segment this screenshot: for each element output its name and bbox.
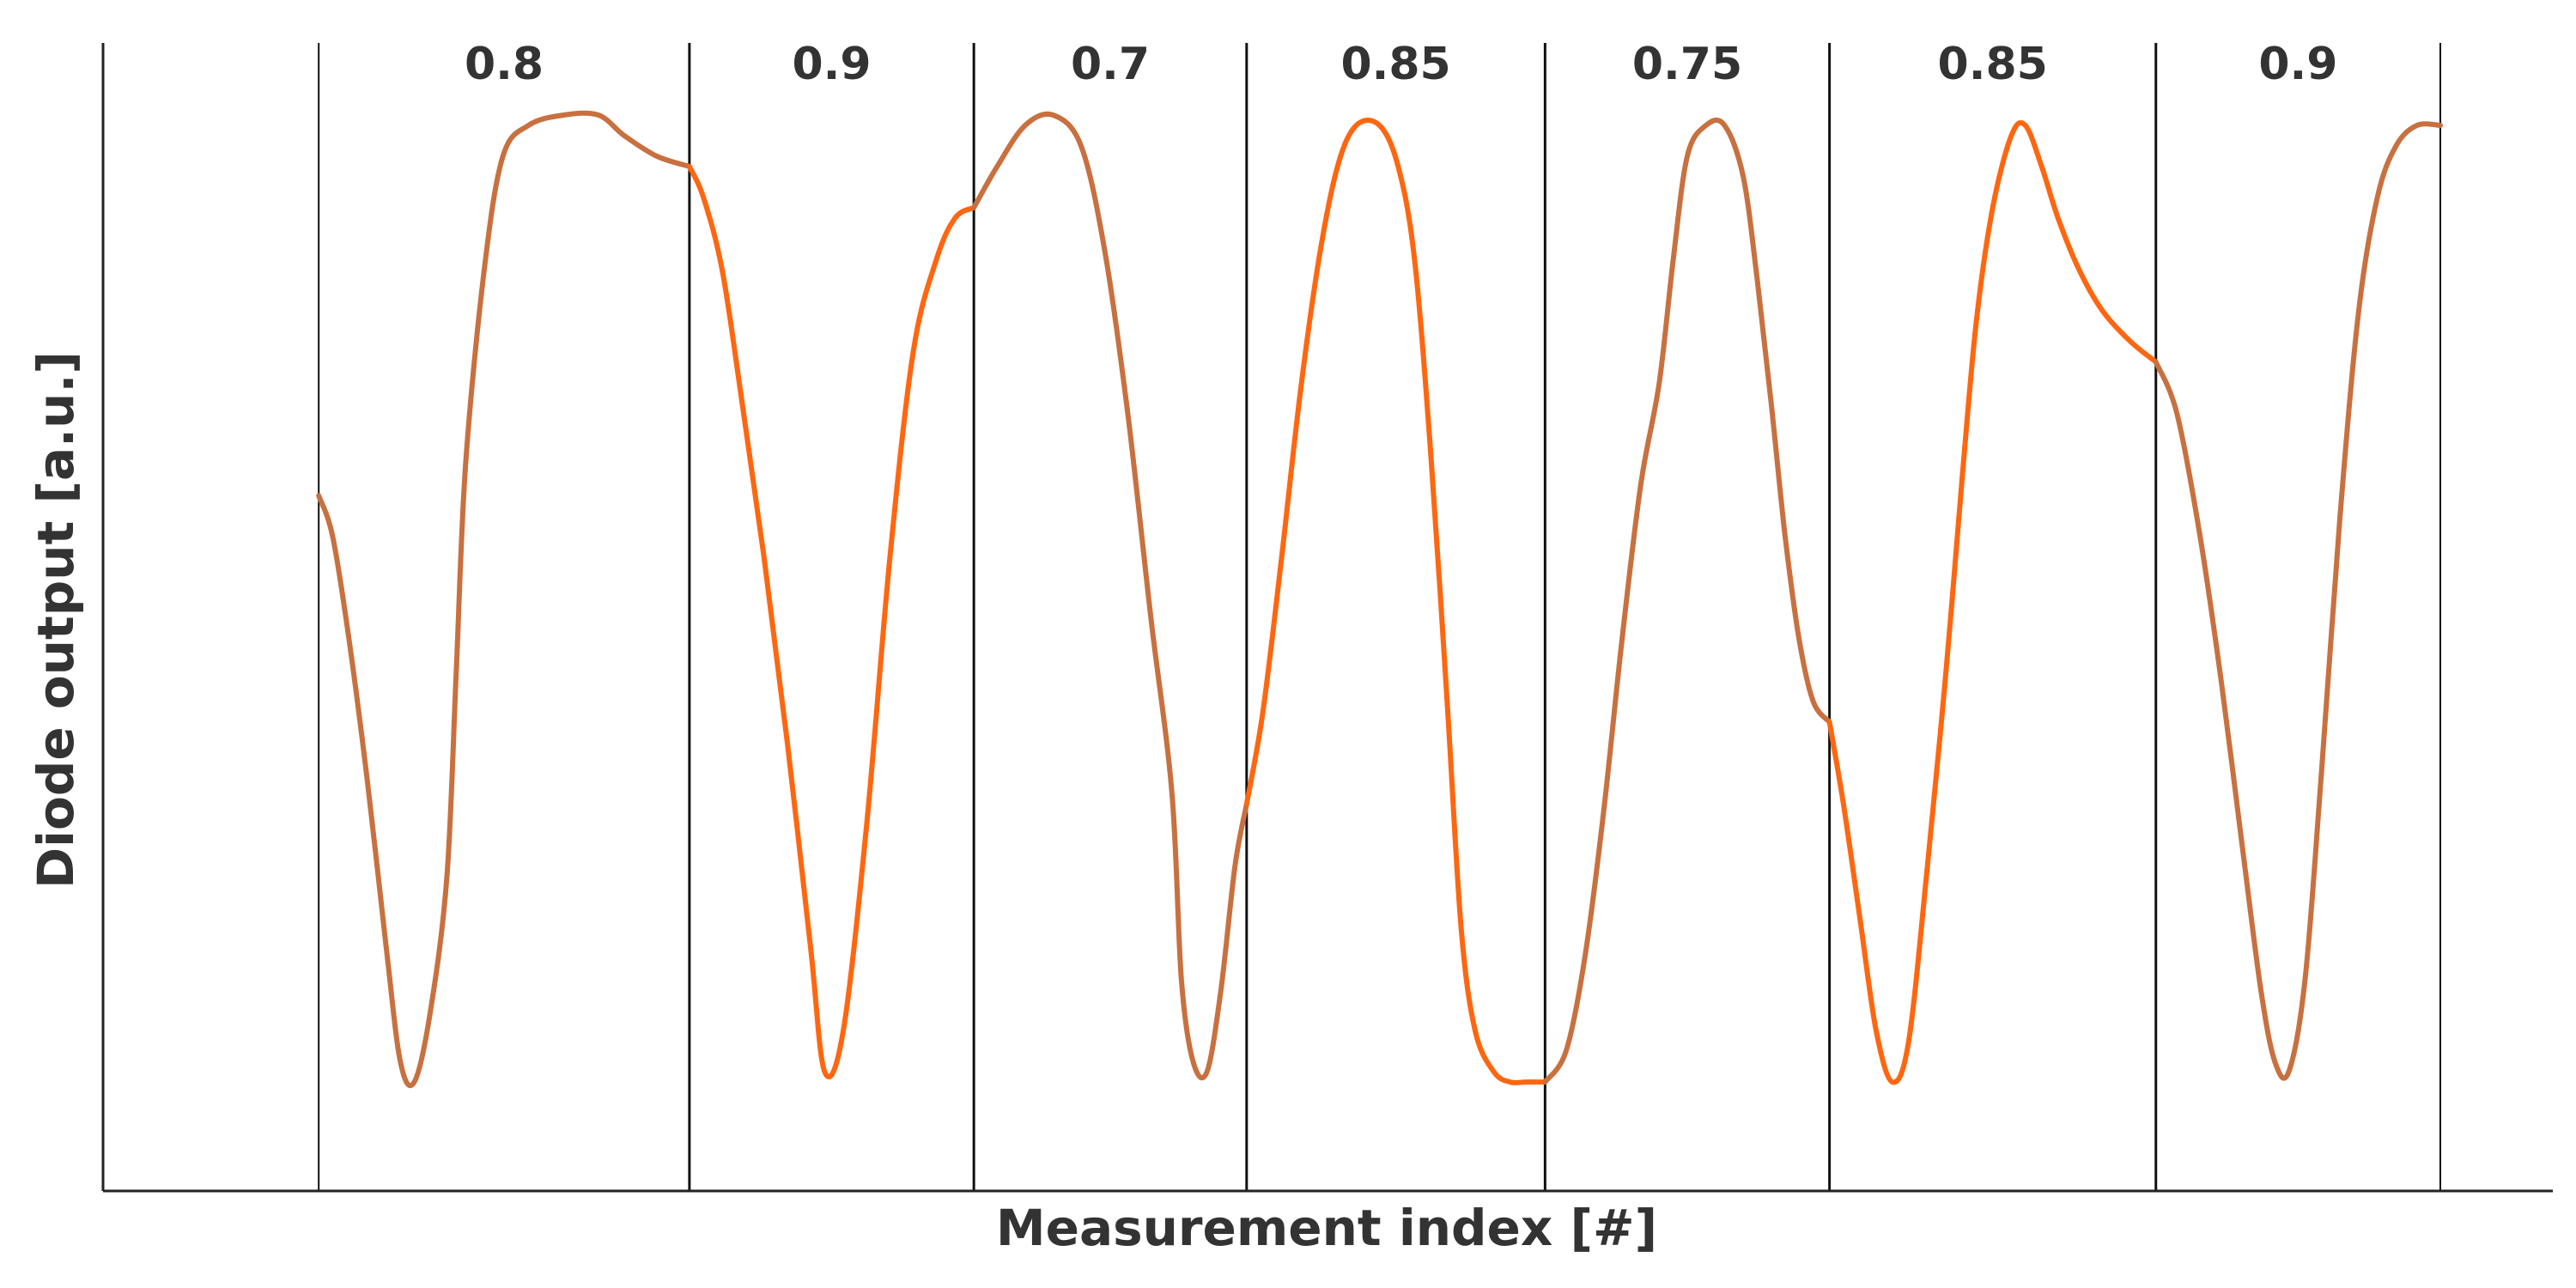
series-line-segment-2 [686,163,977,1079]
series-line-segment-4 [1243,118,1548,1085]
series-line-segment-6 [1826,119,2159,1085]
y-axis-title: Diode output [a.u.] [27,351,85,889]
segment-label-4: 0.85 [1340,39,1450,90]
series-line-segment-5 [1542,118,1832,1085]
segment-label-7: 0.9 [2258,39,2337,90]
segment-label-1: 0.8 [465,39,544,90]
segment-labels: 0.8 0.9 0.7 0.85 0.75 0.85 0.9 [465,39,2338,90]
x-axis-title: Measurement index [#] [996,1199,1657,1257]
series-line-segment-7 [2153,121,2443,1081]
series-line-segment-1 [316,110,692,1089]
series-line-segment-3 [971,111,1249,1081]
segment-label-3: 0.7 [1071,39,1150,90]
segment-boundaries [318,43,2441,1191]
segment-label-5: 0.75 [1632,39,1742,90]
segment-label-6: 0.85 [1938,39,2048,90]
segment-label-2: 0.9 [792,39,871,90]
series-lines [316,110,2443,1089]
